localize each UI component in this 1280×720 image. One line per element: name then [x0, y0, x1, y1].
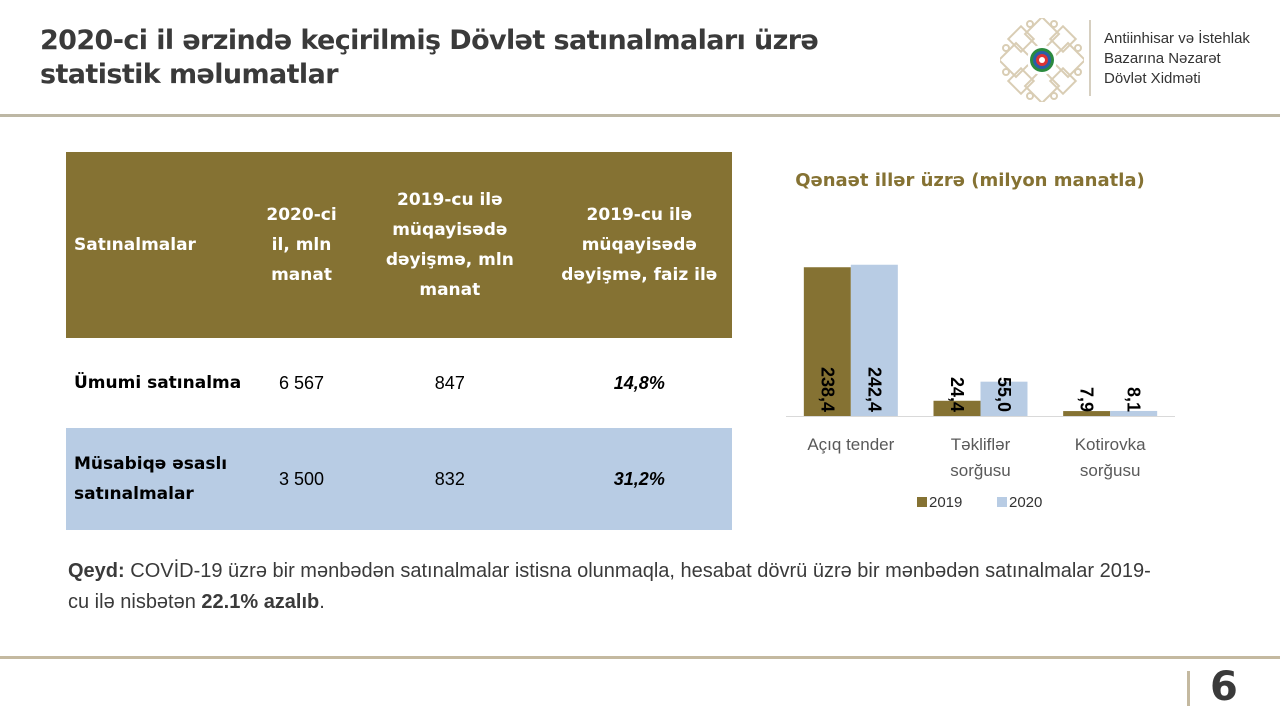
legend-swatch-2020 — [997, 497, 1007, 507]
category-label: sorğusu — [950, 461, 1010, 480]
column-header: 2020-ci il, mln manat — [250, 152, 354, 338]
header-divider — [0, 114, 1280, 117]
data-label: 238,4 — [817, 367, 837, 412]
chart-title: Qənaət illər üzrə (milyon manatla) — [795, 170, 1145, 191]
legend-swatch-2019 — [917, 497, 927, 507]
category-label: Təkliflər — [951, 435, 1011, 454]
legend-label: 2019 — [929, 494, 962, 511]
data-label: 24,4 — [947, 377, 967, 412]
row-label: Müsabiqə əsaslı satınalmalar — [66, 428, 250, 530]
bar-2019-0 — [803, 267, 851, 416]
bar-2020-0 — [850, 264, 898, 416]
value-2020: 6 567 — [250, 338, 354, 428]
organization-name: Antiinhisar və İstehlak Bazarına Nəzarət… — [1104, 29, 1250, 89]
note-text: Qeyd: COVİD-19 üzrə bir mənbədən satınal… — [68, 556, 1168, 618]
change-pct: 14,8% — [546, 338, 732, 428]
table-row: Müsabiqə əsaslı satınalmalar 3 500 832 3… — [66, 428, 732, 530]
bar-chart-plot: 238,4 242,4 Açıq tender 24,4 55,0 Təkliflər so… — [786, 264, 1175, 511]
org-line: Antiinhisar və İstehlak — [1104, 30, 1250, 47]
bar-2019-1 — [933, 400, 981, 416]
table-header-row: Satınalmalar 2020-ci il, mln manat 2019-… — [66, 152, 732, 338]
footer-divider — [0, 656, 1280, 659]
logo-divider — [1089, 20, 1091, 96]
note-end: . — [319, 591, 325, 613]
data-label: 242,4 — [864, 367, 884, 412]
bar-2019-2 — [1063, 411, 1111, 416]
data-label: 8,1 — [1124, 387, 1144, 412]
page-title: 2020-ci il ərzində keçirilmiş Dövlət sat… — [40, 25, 819, 90]
column-header: Satınalmalar — [66, 152, 250, 338]
value-2020: 3 500 — [250, 428, 354, 530]
org-line: Bazarına Nəzarət — [1104, 50, 1221, 67]
category-label: Açıq tender — [807, 435, 894, 454]
table-row: Ümumi satınalma 6 567 847 14,8% — [66, 338, 732, 428]
savings-chart: Qənaət illər üzrə (milyon manatla) 238,4… — [770, 160, 1190, 530]
org-line: Dövlət Xidməti — [1104, 70, 1201, 87]
page-number-bar — [1187, 671, 1190, 706]
category-label: Kotirovka — [1075, 435, 1146, 454]
page-number: 6 — [1210, 664, 1238, 710]
data-label: 7,9 — [1077, 387, 1097, 412]
procurement-stats-table: Satınalmalar 2020-ci il, mln manat 2019-… — [66, 152, 732, 530]
column-header: 2019-cu ilə müqayisədə dəyişmə, faiz ilə — [546, 152, 732, 338]
category-label: sorğusu — [1080, 461, 1140, 480]
change-pct: 31,2% — [546, 428, 732, 530]
note-highlight: 22.1% azalıb — [201, 591, 320, 613]
legend-label: 2020 — [1009, 494, 1042, 511]
bar-2020-2 — [1110, 410, 1158, 416]
row-label: Ümumi satınalma — [66, 338, 250, 428]
note-body: COVİD-19 üzrə bir mənbədən satınalmalar … — [68, 560, 1151, 613]
bar-2020-1 — [980, 381, 1028, 416]
state-emblem-ornament-icon — [1000, 18, 1084, 102]
change-mln: 847 — [353, 338, 547, 428]
change-mln: 832 — [353, 428, 547, 530]
column-header: 2019-cu ilə müqayisədə dəyişmə, mln mana… — [353, 152, 547, 338]
data-label: 55,0 — [994, 377, 1014, 412]
note-label: Qeyd: — [68, 560, 125, 582]
